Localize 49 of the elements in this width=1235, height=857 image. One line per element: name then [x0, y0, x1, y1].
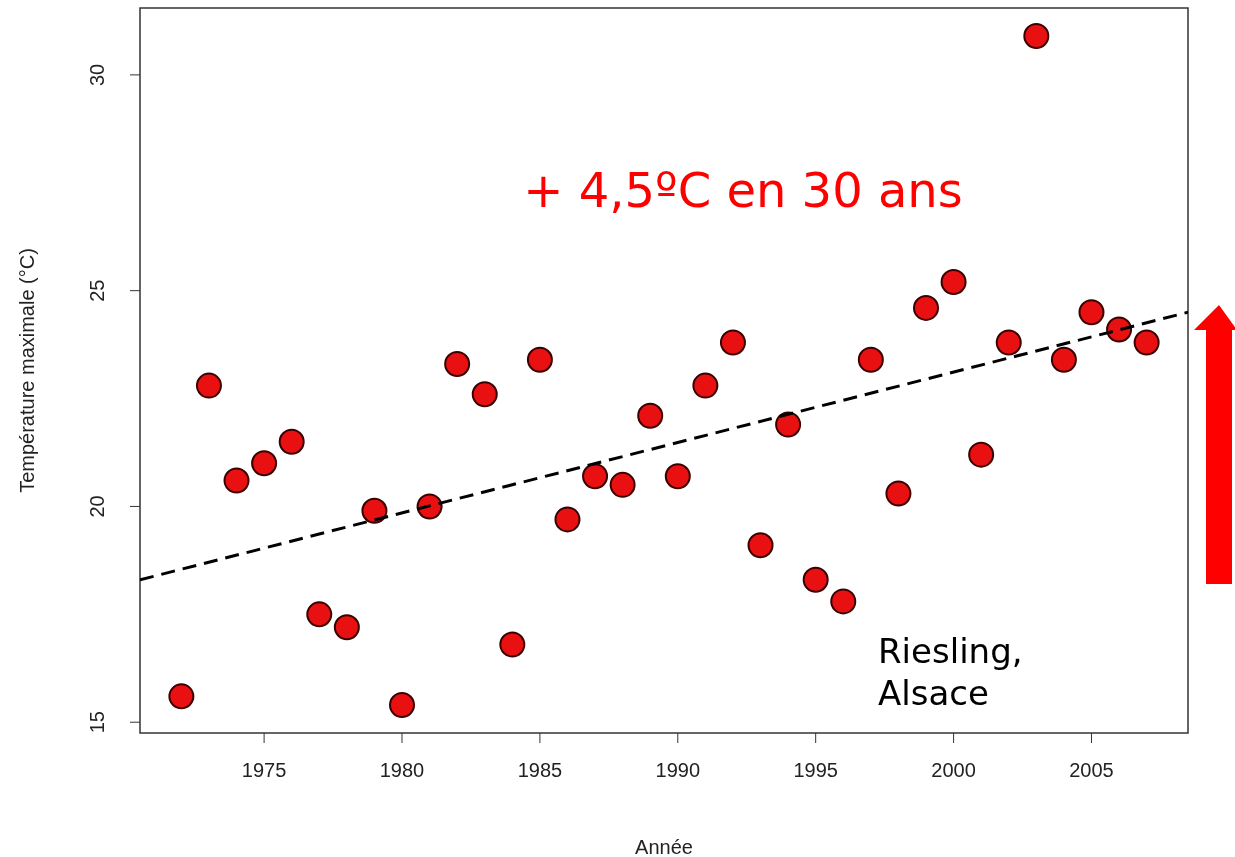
point	[471, 381, 498, 408]
y-tick-label: 20	[86, 495, 108, 518]
point	[802, 566, 829, 593]
y-tick-label: 25	[86, 279, 108, 302]
point	[223, 467, 250, 494]
x-tick-label: 1995	[793, 759, 838, 781]
point	[1023, 23, 1050, 50]
point	[526, 346, 553, 373]
x-axis-title: Année	[635, 836, 693, 857]
point	[278, 428, 305, 455]
x-tick-label: 2000	[931, 759, 976, 781]
point	[251, 450, 278, 477]
point	[885, 480, 912, 507]
point	[609, 471, 636, 498]
point	[389, 691, 415, 718]
point	[554, 506, 581, 533]
point	[968, 441, 995, 468]
point	[664, 463, 691, 490]
point	[361, 497, 388, 524]
point	[830, 588, 857, 615]
point	[333, 614, 360, 641]
point	[499, 631, 526, 658]
x-tick-label: 2005	[1069, 759, 1114, 781]
point	[719, 329, 746, 356]
point	[775, 411, 802, 438]
y-tick-label: 30	[86, 63, 108, 87]
point	[692, 372, 719, 399]
point	[637, 402, 664, 429]
point	[747, 532, 774, 559]
x-tick-label: 1990	[655, 759, 701, 781]
x-tick-label: 1980	[379, 759, 425, 781]
x-tick-label: 1985	[517, 759, 563, 781]
point	[857, 346, 884, 373]
point	[444, 351, 471, 378]
y-axis-title: Température maximale (°C)	[16, 248, 38, 493]
point	[913, 294, 939, 321]
point	[1050, 346, 1077, 373]
annotation: + 4,5ºC en 30 ans	[523, 162, 963, 218]
annotation: Riesling, Alsace	[878, 631, 1023, 713]
point	[195, 372, 222, 399]
x-tick-label: 1975	[241, 759, 287, 781]
point	[582, 463, 609, 490]
point	[168, 683, 195, 710]
point	[1133, 329, 1160, 356]
y-tick-label: 15	[86, 711, 108, 734]
point	[306, 601, 333, 628]
point	[995, 329, 1022, 356]
point	[940, 269, 967, 296]
point	[1078, 299, 1105, 326]
